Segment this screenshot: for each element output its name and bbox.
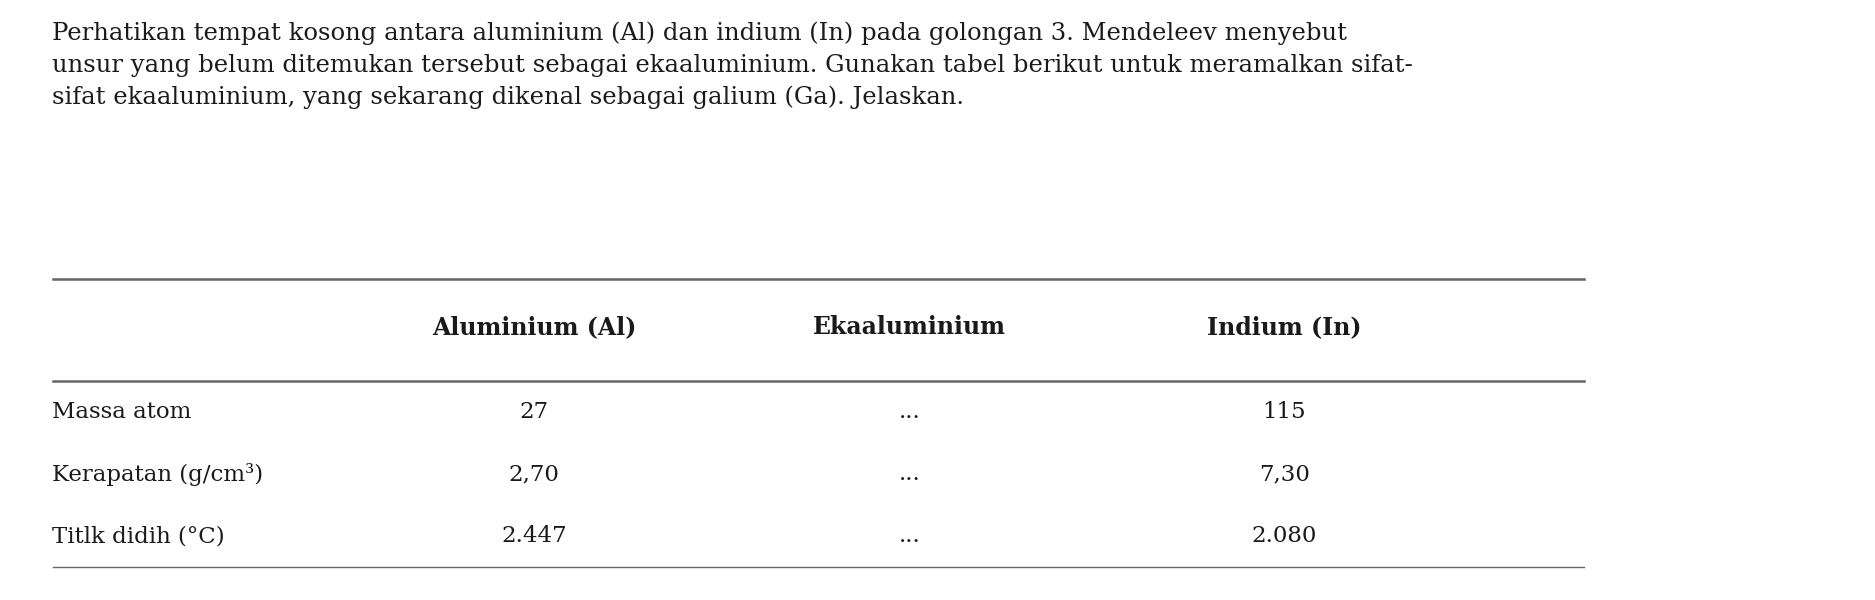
Text: Indium (In): Indium (In) xyxy=(1208,315,1361,339)
Text: ...: ... xyxy=(898,463,921,485)
Text: 27: 27 xyxy=(519,401,549,423)
Text: Titlk didih (°C): Titlk didih (°C) xyxy=(52,525,225,547)
Text: 2,70: 2,70 xyxy=(508,463,561,485)
Text: ...: ... xyxy=(898,401,921,423)
Text: Kerapatan (g/cm³): Kerapatan (g/cm³) xyxy=(52,463,264,485)
Text: 115: 115 xyxy=(1262,401,1307,423)
Text: Perhatikan tempat kosong antara aluminium (Al) dan indium (In) pada golongan 3. : Perhatikan tempat kosong antara aluminiu… xyxy=(52,21,1414,109)
Text: 2.080: 2.080 xyxy=(1252,525,1316,547)
Text: Massa atom: Massa atom xyxy=(52,401,191,423)
Text: 7,30: 7,30 xyxy=(1258,463,1311,485)
Text: 2.447: 2.447 xyxy=(503,525,566,547)
Text: Ekaaluminium: Ekaaluminium xyxy=(814,315,1005,339)
Text: Aluminium (Al): Aluminium (Al) xyxy=(431,315,638,339)
Text: ...: ... xyxy=(898,525,921,547)
